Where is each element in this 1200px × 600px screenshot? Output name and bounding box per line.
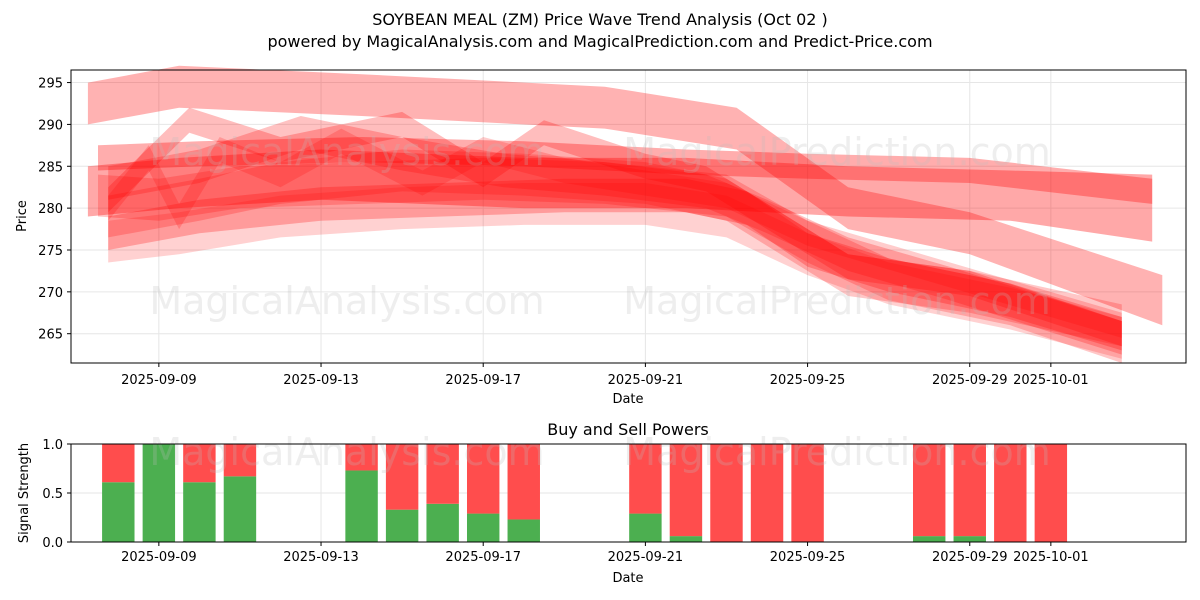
sell-bar — [507, 444, 540, 520]
buy-bar — [102, 482, 135, 542]
sell-bar — [710, 444, 743, 542]
chart-subtitle: powered by MagicalAnalysis.com and Magic… — [267, 32, 932, 51]
signal-x-tick-label: 2025-09-09 — [121, 550, 197, 565]
buy-bar — [669, 536, 703, 542]
sell-bar — [994, 444, 1027, 542]
signal-x-label: Date — [612, 571, 643, 586]
buy-bar — [629, 513, 662, 542]
price-x-tick-label: 2025-10-01 — [1013, 373, 1089, 388]
price-x-tick-label: 2025-09-21 — [608, 373, 684, 388]
price-axes-frame — [70, 69, 1187, 364]
buy-bar — [426, 503, 459, 542]
watermark-prediction: MagicalPrediction.com — [623, 279, 1051, 323]
price-y-label: Price — [15, 200, 30, 232]
signal-title: Buy and Sell Powers — [547, 420, 709, 439]
buy-bar — [466, 513, 500, 542]
buy-bar — [507, 519, 540, 542]
sell-bar — [385, 444, 419, 510]
price-wave-band — [108, 149, 1122, 347]
price-wave-band — [108, 183, 1122, 359]
price-y-tick-label: 280 — [38, 202, 63, 217]
watermark-analysis: MagicalAnalysis.com — [149, 279, 544, 323]
price-y-tick-label: 275 — [38, 244, 63, 259]
signal-x-tick-label: 2025-09-25 — [770, 550, 846, 565]
price-y-tick-label: 295 — [38, 77, 63, 92]
signal-x-tick-label: 2025-09-21 — [608, 550, 684, 565]
signal-bars — [102, 444, 1068, 542]
sell-bar — [102, 444, 135, 483]
price-wave-band — [108, 128, 1122, 338]
price-y-tick-label: 270 — [38, 286, 63, 301]
watermark-prediction: MagicalPrediction.com — [623, 430, 1051, 474]
price-wave-band — [87, 149, 1153, 242]
price-x-tick-label: 2025-09-13 — [283, 373, 359, 388]
sell-bar — [629, 444, 662, 514]
sell-bar — [223, 444, 257, 477]
price-x-tick-label: 2025-09-25 — [770, 373, 846, 388]
buy-bar — [142, 444, 176, 542]
signal-x-tick-label: 2025-09-17 — [445, 550, 521, 565]
signal-x-tick-label: 2025-10-01 — [1013, 550, 1089, 565]
chart-title: SOYBEAN MEAL (ZM) Price Wave Trend Analy… — [372, 10, 828, 29]
watermark-analysis: MagicalAnalysis.com — [149, 130, 544, 174]
sell-bar — [183, 444, 216, 483]
signal-y-tick-label: 0.0 — [42, 536, 63, 551]
sell-bar — [750, 444, 784, 542]
price-x-label: Date — [612, 392, 643, 407]
sell-bar — [466, 444, 500, 514]
sell-bar — [912, 444, 946, 537]
watermark-analysis: MagicalAnalysis.com — [149, 430, 544, 474]
price-wave-band — [98, 157, 1122, 363]
price-grid — [71, 70, 1186, 363]
price-x-tick-label: 2025-09-17 — [445, 373, 521, 388]
sell-bar — [669, 444, 703, 537]
price-y-tick-label: 285 — [38, 160, 63, 175]
price-waves — [87, 65, 1163, 363]
signal-y-tick-label: 1.0 — [42, 438, 63, 453]
sell-bar — [345, 444, 378, 471]
price-wave-band — [98, 137, 1153, 204]
signal-y-label: Signal Strength — [17, 443, 32, 543]
buy-bar — [385, 509, 419, 542]
sell-bar — [1034, 444, 1068, 542]
buy-bar — [912, 536, 946, 542]
price-y-tick-label: 265 — [38, 328, 63, 343]
signal-ticks: 0.0 0.5 1.0 2025-09-09 2025-09-13 2025-09-17 2… — [42, 438, 1088, 565]
price-panel: MagicalAnalysis.com MagicalPrediction.co… — [15, 65, 1187, 407]
buy-bar — [223, 476, 257, 542]
buy-bar — [345, 470, 378, 542]
signal-x-tick-label: 2025-09-13 — [283, 550, 359, 565]
buy-bar — [183, 482, 216, 542]
watermark-prediction: MagicalPrediction.com — [623, 130, 1051, 174]
price-ticks: 265 270 275 280 285 290 295 2025-09-09 2025-09-1… — [38, 77, 1088, 388]
signal-x-tick-label: 2025-09-29 — [932, 550, 1008, 565]
sell-bar — [953, 444, 986, 537]
price-x-tick-label: 2025-09-09 — [121, 373, 197, 388]
signal-panel: Buy and Sell Powers MagicalAnalysis.com … — [17, 420, 1187, 586]
price-x-tick-label: 2025-09-29 — [932, 373, 1008, 388]
sell-bar — [791, 444, 824, 542]
price-wave-band — [108, 107, 1122, 347]
buy-bar — [953, 536, 986, 542]
price-y-tick-label: 290 — [38, 118, 63, 133]
price-wave-band — [87, 65, 1163, 326]
sell-bar — [426, 444, 459, 504]
price-wave-band — [108, 116, 1122, 355]
signal-y-tick-label: 0.5 — [42, 487, 63, 502]
